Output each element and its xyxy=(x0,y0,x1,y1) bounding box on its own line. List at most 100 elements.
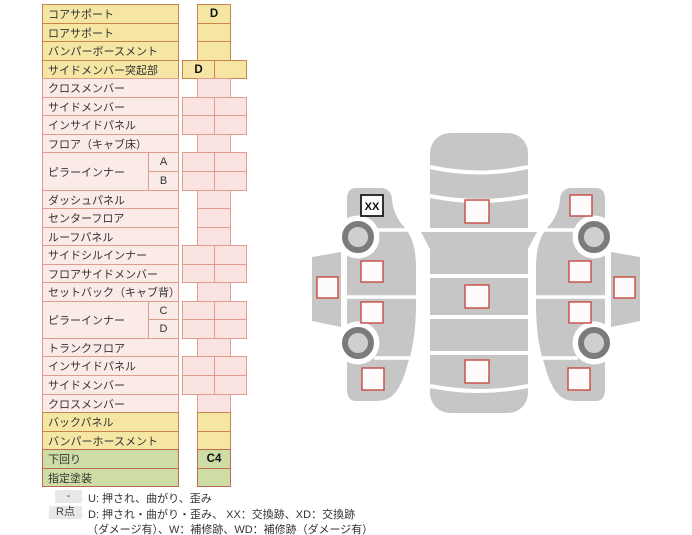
damage-code-cell xyxy=(182,264,215,283)
damage-code-cell xyxy=(197,282,231,302)
damage-code-cell xyxy=(182,375,215,395)
part-label: コアサポート xyxy=(42,4,179,24)
table-row: B xyxy=(42,171,292,191)
damage-marker-box xyxy=(464,359,490,384)
part-label: ダッシュパネル xyxy=(42,190,179,209)
part-label: バンパーホースメント xyxy=(42,431,179,450)
part-label: バックパネル xyxy=(42,412,179,432)
table-row: 指定塗装 xyxy=(42,468,292,487)
table-row: D xyxy=(42,319,292,339)
damage-code-cell: C4 xyxy=(197,449,231,469)
part-label: サイドメンバー xyxy=(42,97,179,116)
part-label: トランクフロア xyxy=(42,338,179,357)
part-label: ピラーインナー xyxy=(42,301,149,339)
table-row: サイドメンバー xyxy=(42,97,292,116)
damage-code-cell xyxy=(214,60,247,79)
table-row: トランクフロア xyxy=(42,338,292,357)
left-side-view: XX xyxy=(312,188,417,401)
damage-code-cell xyxy=(214,301,247,320)
damage-code-cell xyxy=(197,78,231,98)
part-label: フロア（キャブ床） xyxy=(42,134,179,153)
damage-code-cell xyxy=(182,356,215,376)
part-label: ピラーインナー xyxy=(42,152,149,191)
parts-damage-table: コアサポート D ロアサポート バンパーボースメント サイドメンバー突起部 D クロスメンバ… xyxy=(42,0,292,535)
table-row: ピラーインナー C xyxy=(42,301,292,339)
damage-code-cell xyxy=(214,375,247,395)
part-label: サイドメンバー xyxy=(42,375,179,395)
part-label: センターフロア xyxy=(42,208,179,228)
damage-code-cell xyxy=(214,245,247,265)
damage-code-cell xyxy=(197,41,231,61)
damage-marker-box xyxy=(464,284,490,309)
part-label: サイドメンバー突起部 xyxy=(42,60,179,79)
legend-chip-dash: - xyxy=(55,490,82,503)
legend-chip-rpoint: R点 xyxy=(49,506,82,519)
part-label: 指定塗装 xyxy=(42,468,179,487)
part-label: クロスメンバー xyxy=(42,394,179,413)
part-sublabel: D xyxy=(148,319,179,339)
table-row: バンパーボースメント xyxy=(42,41,292,61)
legend-text-d: D: 押され・曲がり・歪み、 XX：交換跡、XD：交換跡 xyxy=(88,509,356,521)
table-row: インサイドパネル xyxy=(42,356,292,376)
damage-code-cell xyxy=(182,171,215,191)
part-label: ルーフパネル xyxy=(42,227,179,246)
part-label: バンパーボースメント xyxy=(42,41,179,61)
table-row: バックパネル xyxy=(42,412,292,432)
table-row: フロアサイドメンバー xyxy=(42,264,292,283)
damage-code-cell xyxy=(197,134,231,153)
damage-code-cell xyxy=(214,264,247,283)
damage-code-cell: D xyxy=(182,60,215,79)
part-label: 下回り xyxy=(42,449,179,469)
table-row: ダッシュパネル xyxy=(42,190,292,209)
frame-diagram: XX xyxy=(300,133,692,413)
damage-code-cell xyxy=(197,208,231,228)
part-label: クロスメンバー xyxy=(42,78,179,98)
damage-code-cell xyxy=(197,190,231,209)
table-row: クロスメンバー xyxy=(42,78,292,98)
damage-code-cell xyxy=(182,301,215,320)
table-row: 下回り C4 xyxy=(42,449,292,469)
table-row: クロスメンバー xyxy=(42,394,292,413)
damage-code-cell xyxy=(182,319,215,339)
table-row: フロア（キャブ床） xyxy=(42,134,292,153)
damage-code-cell xyxy=(214,319,247,339)
damage-code-cell xyxy=(214,171,247,191)
damage-code-cell xyxy=(214,152,247,172)
part-sublabel: A xyxy=(148,152,179,172)
damage-code-cell xyxy=(197,338,231,357)
damage-code-cell xyxy=(197,431,231,450)
table-row: ロアサポート xyxy=(42,23,292,42)
part-label: フロアサイドメンバー xyxy=(42,264,179,283)
damage-code-cell xyxy=(197,227,231,246)
table-row: サイドメンバー突起部 D xyxy=(42,60,292,79)
table-row: サイドメンバー xyxy=(42,375,292,395)
legend-text-u: U: 押され、曲がり、歪み xyxy=(88,493,212,505)
part-label: セットバック（キャブ背） xyxy=(42,282,179,302)
part-label: インサイドパネル xyxy=(42,356,179,376)
damage-code-cell xyxy=(182,152,215,172)
damage-code-cell xyxy=(197,394,231,413)
damage-marker-box xyxy=(464,199,490,224)
underbody-view xyxy=(421,133,537,413)
table-row: バンパーホースメント xyxy=(42,431,292,450)
damage-code-cell xyxy=(182,97,215,116)
legend-text-damage: （ダメージ有）、W：補修跡、WD：補修跡（ダメージ有） xyxy=(87,524,374,535)
table-row: インサイドパネル xyxy=(42,115,292,135)
part-label: ロアサポート xyxy=(42,23,179,42)
table-row: セットバック（キャブ背） xyxy=(42,282,292,302)
table-row: サイドシルインナー xyxy=(42,245,292,265)
damage-code-cell xyxy=(182,245,215,265)
table-row: ピラーインナー A xyxy=(42,152,292,191)
part-label: インサイドパネル xyxy=(42,115,179,135)
table-row: コアサポート D xyxy=(42,4,292,24)
damage-code-cell xyxy=(197,412,231,432)
right-side-view xyxy=(535,188,640,401)
part-label: サイドシルインナー xyxy=(42,245,179,265)
part-sublabel: B xyxy=(148,171,179,191)
damage-code-cell xyxy=(197,23,231,42)
damage-marker-box-xx xyxy=(360,194,384,217)
damage-code-cell xyxy=(214,115,247,135)
part-sublabel: C xyxy=(148,301,179,320)
damage-code-cell xyxy=(214,97,247,116)
